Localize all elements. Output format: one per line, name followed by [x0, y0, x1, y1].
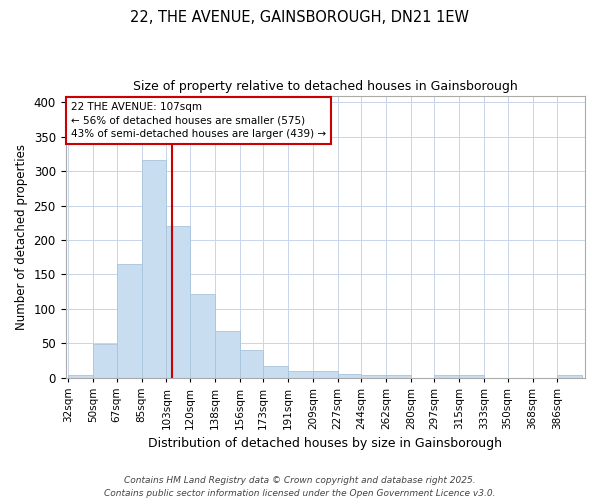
Bar	[166, 226, 190, 378]
Bar	[68, 375, 93, 378]
Bar	[459, 376, 484, 378]
Bar	[263, 366, 288, 378]
Text: 22 THE AVENUE: 107sqm
← 56% of detached houses are smaller (575)
43% of semi-det: 22 THE AVENUE: 107sqm ← 56% of detached …	[71, 102, 326, 139]
Bar	[338, 374, 361, 378]
Text: Contains HM Land Registry data © Crown copyright and database right 2025.
Contai: Contains HM Land Registry data © Crown c…	[104, 476, 496, 498]
Bar	[386, 376, 411, 378]
Bar	[142, 160, 166, 378]
Bar	[239, 350, 263, 378]
Bar	[313, 372, 338, 378]
Bar	[288, 372, 313, 378]
Y-axis label: Number of detached properties: Number of detached properties	[15, 144, 28, 330]
Bar	[434, 376, 459, 378]
Bar	[116, 264, 142, 378]
Title: Size of property relative to detached houses in Gainsborough: Size of property relative to detached ho…	[133, 80, 518, 93]
Bar	[215, 332, 239, 378]
Text: 22, THE AVENUE, GAINSBOROUGH, DN21 1EW: 22, THE AVENUE, GAINSBOROUGH, DN21 1EW	[131, 10, 470, 25]
Bar	[93, 344, 116, 378]
Bar	[361, 376, 386, 378]
X-axis label: Distribution of detached houses by size in Gainsborough: Distribution of detached houses by size …	[148, 437, 502, 450]
Bar	[190, 294, 215, 378]
Bar	[557, 376, 582, 378]
